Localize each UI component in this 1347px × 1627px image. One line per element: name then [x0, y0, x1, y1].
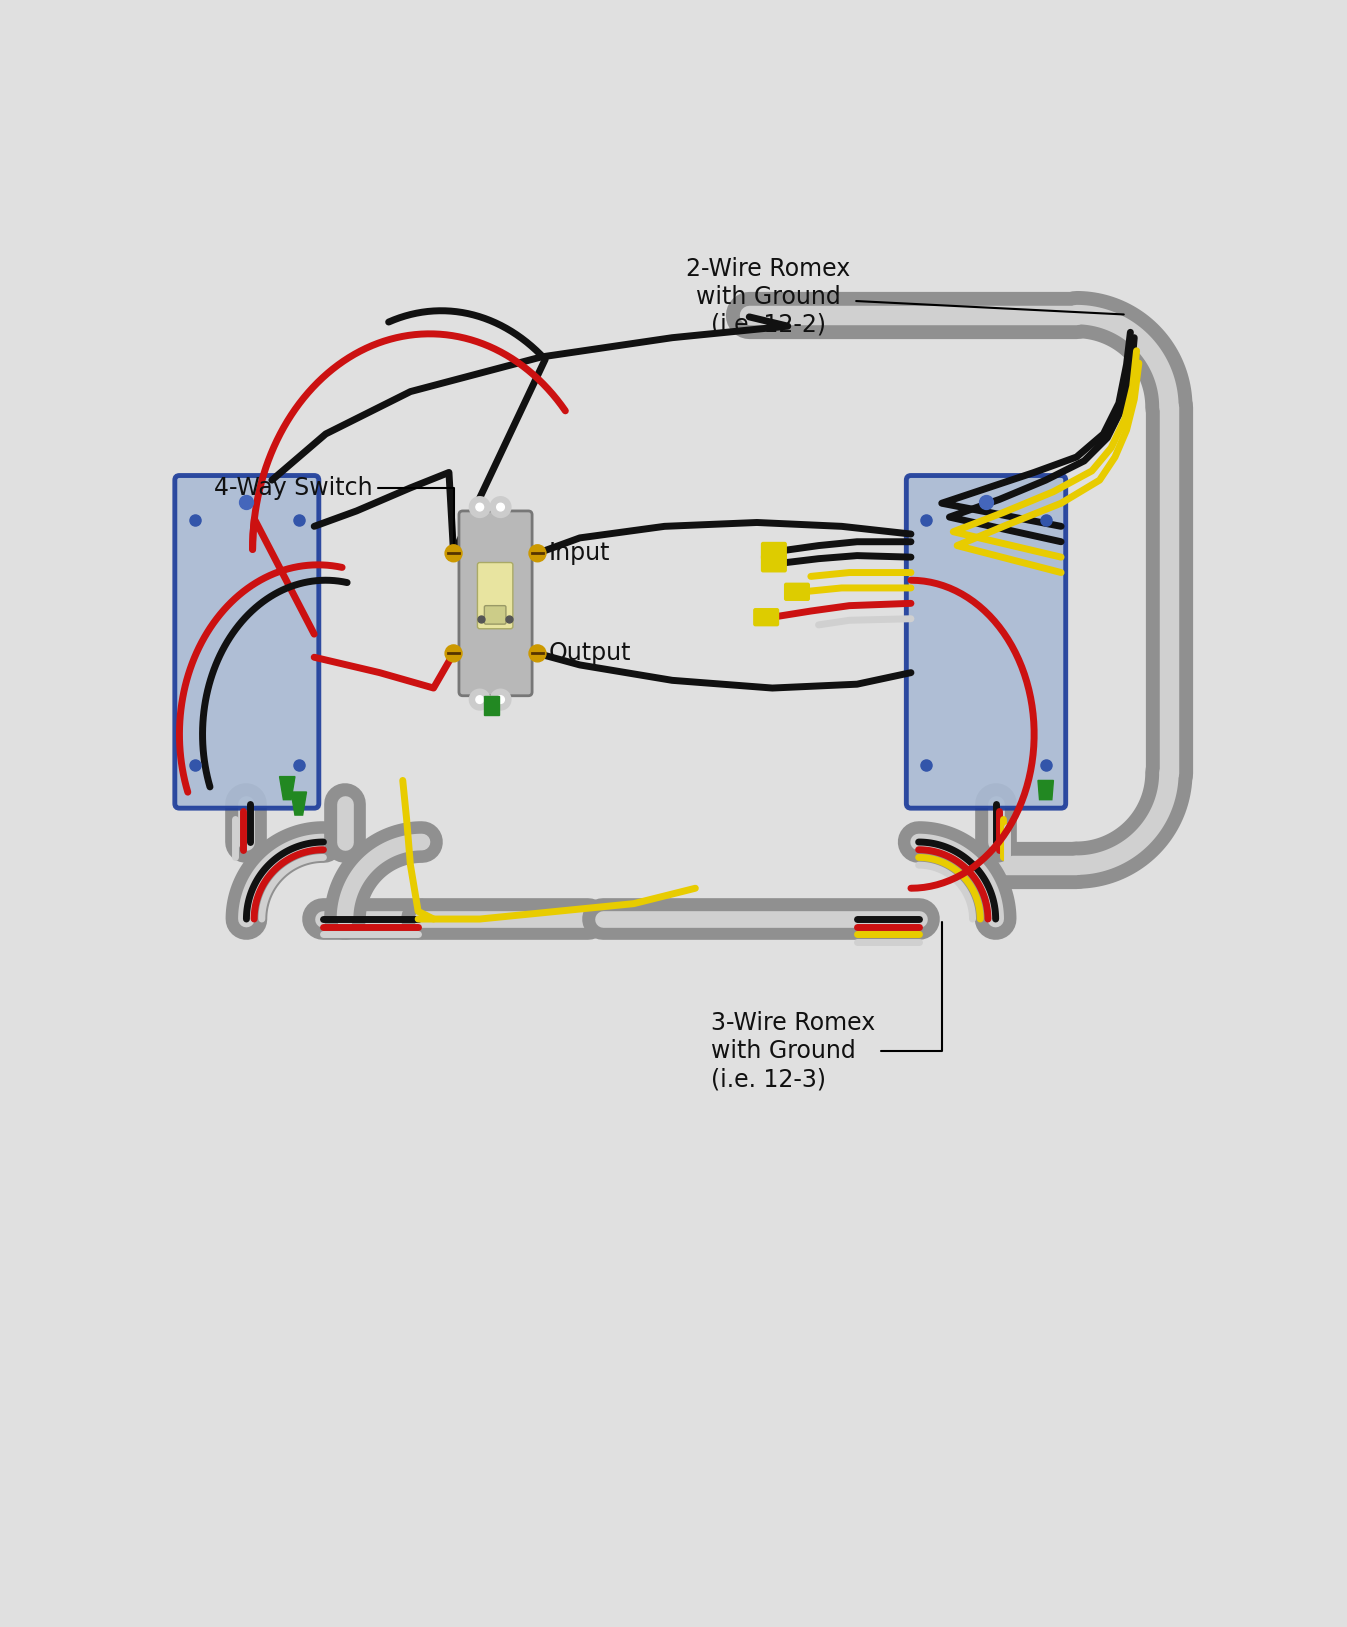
Circle shape	[470, 498, 490, 517]
Text: Output: Output	[550, 641, 632, 665]
FancyBboxPatch shape	[785, 584, 810, 600]
FancyBboxPatch shape	[459, 511, 532, 696]
Circle shape	[445, 545, 462, 561]
Circle shape	[475, 503, 484, 511]
Text: 2-Wire Romex
with Ground
(i.e. 12-2): 2-Wire Romex with Ground (i.e. 12-2)	[687, 257, 1123, 337]
Circle shape	[497, 696, 504, 703]
Polygon shape	[1039, 781, 1053, 800]
Polygon shape	[291, 792, 307, 815]
Circle shape	[497, 503, 504, 511]
FancyBboxPatch shape	[175, 475, 319, 809]
Circle shape	[470, 690, 490, 709]
Circle shape	[490, 690, 511, 709]
Polygon shape	[280, 776, 295, 800]
Polygon shape	[484, 696, 498, 714]
Text: 4-Way Switch: 4-Way Switch	[214, 475, 454, 550]
FancyBboxPatch shape	[485, 605, 506, 625]
FancyBboxPatch shape	[761, 542, 787, 560]
Circle shape	[475, 696, 484, 703]
FancyBboxPatch shape	[477, 563, 513, 628]
Circle shape	[529, 644, 546, 662]
Text: Input: Input	[550, 542, 610, 565]
Circle shape	[490, 498, 511, 517]
Circle shape	[445, 644, 462, 662]
FancyBboxPatch shape	[761, 555, 787, 571]
FancyBboxPatch shape	[754, 608, 779, 626]
Text: 3-Wire Romex
with Ground
(i.e. 12-3): 3-Wire Romex with Ground (i.e. 12-3)	[711, 923, 942, 1092]
FancyBboxPatch shape	[907, 475, 1065, 809]
Circle shape	[529, 545, 546, 561]
